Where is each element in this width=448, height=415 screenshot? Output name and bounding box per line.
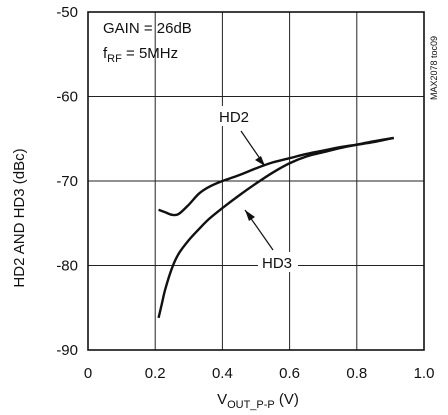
y-axis-label: HD2 AND HD3 (dBc): [11, 148, 28, 287]
series-line-hd2: [158, 136, 395, 217]
doc-id-label: MAX2078 toc09: [429, 36, 439, 100]
x-tick-label: 0: [84, 365, 92, 382]
x-tick-label: 0.4: [212, 365, 233, 382]
frf-annotation: fRF = 5MHz: [103, 45, 178, 65]
y-tick-label: -50: [56, 4, 78, 21]
y-tick-label: -60: [56, 89, 78, 106]
series-lines: [157, 136, 395, 319]
hd3-callout: HD3: [244, 209, 298, 272]
x-tick-label: 0.2: [145, 365, 166, 382]
tick-labels: 0 0.2 0.4 0.6 0.8 1.0 -90 -80 -70 -60 -50: [56, 4, 434, 382]
x-tick-label: 0.8: [346, 365, 367, 382]
grid: [88, 12, 424, 350]
x-tick-label: 1.0: [414, 365, 435, 382]
plot-frame: [87, 11, 425, 351]
y-tick-label: -80: [56, 258, 78, 275]
y-tick-label: -70: [56, 173, 78, 190]
series-line-hd3: [157, 136, 394, 319]
gain-annotation: GAIN = 26dB: [103, 20, 192, 37]
hd3-series-label: HD3: [262, 255, 292, 272]
x-tick-label: 0.6: [279, 365, 300, 382]
hd2-series-label: HD2: [219, 109, 249, 126]
hd2-callout: HD2: [215, 106, 266, 167]
y-tick-label: -90: [56, 342, 78, 359]
x-axis-label: VOUT_P-P (V): [217, 391, 299, 411]
